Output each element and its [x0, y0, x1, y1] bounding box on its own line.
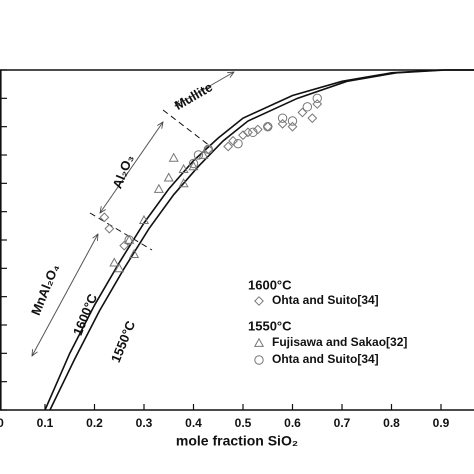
marker-circle: [124, 235, 134, 245]
marker-circle: [203, 144, 214, 155]
curve: [49, 69, 474, 411]
region-label: Mullite: [172, 79, 215, 113]
x-tick-label: 0.7: [334, 416, 351, 430]
curve: [44, 69, 474, 411]
marker-circle: [263, 121, 273, 132]
marker-triangle: [188, 161, 199, 171]
marker-diamond: [104, 223, 115, 234]
curve-label: 1550°C: [108, 318, 138, 365]
marker-diamond: [223, 141, 234, 152]
legend-label: Ohta and Suito[34]: [272, 352, 379, 366]
marker-diamond: [254, 296, 264, 306]
legend-label: Ohta and Suito[34]: [272, 293, 379, 307]
marker-circle: [188, 158, 199, 169]
region-label: Al₂O₃: [110, 153, 137, 191]
marker-circle: [277, 113, 288, 123]
frame: [0, 69, 474, 411]
marker-triangle: [138, 214, 150, 225]
marker-diamond: [228, 135, 239, 146]
marker-triangle: [178, 163, 189, 174]
marker-triangle: [168, 152, 179, 162]
legend-label: Fujisawa and Sakao[32]: [272, 335, 407, 349]
marker-circle: [193, 150, 204, 160]
x-tick-label: 0.0: [0, 416, 4, 430]
x-axis-label: mole fraction SiO₂: [176, 433, 298, 449]
marker-triangle: [124, 234, 135, 244]
marker-diamond: [119, 240, 130, 251]
x-tick-label: 0.2: [86, 416, 103, 430]
marker-diamond: [297, 107, 308, 118]
marker-diamond: [312, 99, 323, 109]
marker-diamond: [99, 212, 110, 223]
marker-circle: [233, 138, 243, 149]
marker-circle: [254, 355, 264, 365]
legend-title: 1600°C: [248, 277, 292, 292]
marker-diamond: [287, 121, 298, 132]
x-tick-label: 0.4: [185, 416, 202, 430]
marker-diamond: [307, 113, 318, 124]
x-tick-label: 0.1: [37, 416, 54, 430]
legend-title: 1550°C: [248, 318, 292, 333]
x-tick-label: 0.6: [284, 416, 301, 430]
marker-triangle: [253, 337, 265, 347]
marker-triangle: [198, 149, 209, 159]
x-tick-label: 0.5: [235, 416, 252, 430]
marker-diamond: [243, 127, 253, 138]
marker-circle: [248, 127, 258, 138]
marker-triangle: [129, 248, 140, 259]
marker-diamond: [277, 118, 288, 129]
x-tick-label: 0.9: [433, 416, 450, 430]
x-tick-label: 0.3: [136, 416, 153, 430]
marker-triangle: [178, 178, 189, 188]
marker-triangle: [163, 172, 174, 182]
marker-circle: [302, 102, 313, 112]
curve-label: 1600°C: [70, 291, 100, 338]
marker-triangle: [109, 257, 120, 267]
marker-triangle: [114, 263, 125, 273]
marker-circle: [287, 116, 298, 126]
x-tick-label: 0.8: [383, 416, 400, 430]
marker-triangle: [153, 183, 164, 193]
marker-circle: [312, 93, 322, 104]
region-arrows: [32, 72, 234, 356]
marker-diamond: [252, 124, 263, 135]
